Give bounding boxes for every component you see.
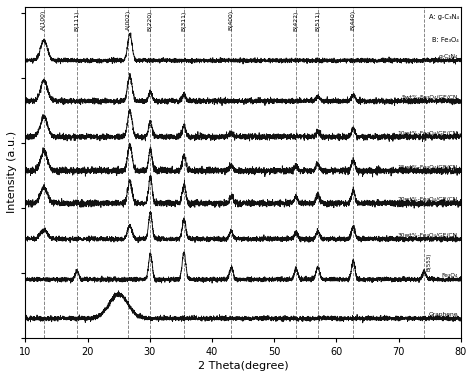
Text: g-C₃N₄: g-C₃N₄ (438, 54, 458, 59)
Text: 10wt%-Fe₃O₄/GE/CN: 10wt%-Fe₃O₄/GE/CN (398, 130, 458, 135)
Text: B(111): B(111) (74, 10, 80, 31)
Text: A(002): A(002) (126, 10, 130, 31)
Text: B(511): B(511) (315, 10, 320, 31)
Text: A(100): A(100) (41, 10, 46, 31)
Text: 30wt%-Fe₃O₄/GE/CN: 30wt%-Fe₃O₄/GE/CN (398, 232, 458, 237)
Text: Graphene: Graphene (428, 312, 458, 317)
Text: Fe₃O₄: Fe₃O₄ (441, 273, 458, 278)
Text: B(220): B(220) (148, 10, 153, 31)
Text: 5wt%-Fe₃O₄/GE/CN: 5wt%-Fe₃O₄/GE/CN (401, 94, 458, 99)
X-axis label: 2 Theta(degree): 2 Theta(degree) (198, 361, 288, 371)
Text: 20wt%-Fe₃O₄/GE/CN: 20wt%-Fe₃O₄/GE/CN (398, 197, 458, 201)
Text: B(422): B(422) (293, 10, 299, 31)
Y-axis label: Intensity (a.u.): Intensity (a.u.) (7, 131, 17, 214)
Text: A: g-C₃N₄: A: g-C₃N₄ (429, 14, 459, 20)
Text: B(440): B(440) (351, 10, 356, 30)
Text: B(311): B(311) (182, 10, 186, 31)
Text: B(553): B(553) (426, 253, 431, 271)
Text: 15wt%-Fe₃O₄/GE/CN: 15wt%-Fe₃O₄/GE/CN (398, 164, 458, 169)
Text: B: Fe₃O₄: B: Fe₃O₄ (432, 37, 459, 43)
Text: B(400): B(400) (229, 10, 234, 30)
